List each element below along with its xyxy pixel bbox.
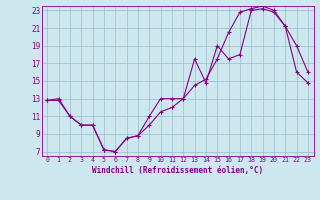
X-axis label: Windchill (Refroidissement éolien,°C): Windchill (Refroidissement éolien,°C) [92,166,263,175]
